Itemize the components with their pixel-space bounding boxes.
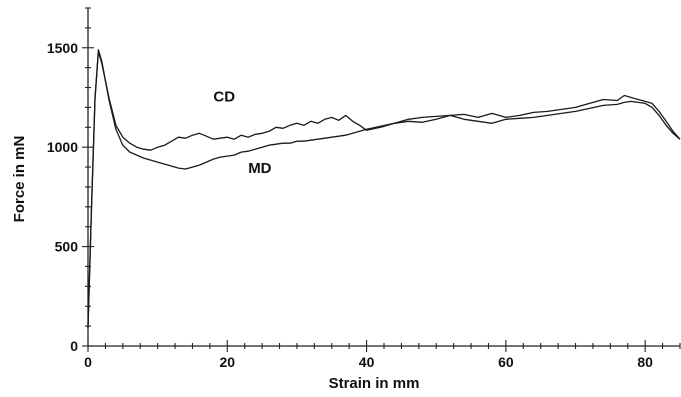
y-axis-ticks: 0 500 1000 1500 xyxy=(47,8,94,354)
series-line-cd xyxy=(88,52,680,326)
series-line-md xyxy=(88,50,680,328)
x-tick-label: 20 xyxy=(220,354,236,370)
y-tick-label: 0 xyxy=(70,338,78,354)
x-axis-ticks: 0 20 40 60 80 xyxy=(84,340,680,370)
x-tick-label: 60 xyxy=(498,354,514,370)
series-label-md: MD xyxy=(248,160,271,177)
x-axis-title: Strain in mm xyxy=(329,375,420,392)
x-tick-label: 80 xyxy=(637,354,653,370)
series-label-cd: CD xyxy=(213,88,235,105)
series-lines xyxy=(88,50,680,328)
y-tick-label: 1000 xyxy=(47,139,78,155)
x-tick-label: 40 xyxy=(359,354,375,370)
x-tick-label: 0 xyxy=(84,354,92,370)
y-tick-label: 1500 xyxy=(47,40,78,56)
y-axis-title: Force in mN xyxy=(11,136,28,223)
y-tick-label: 500 xyxy=(55,239,79,255)
